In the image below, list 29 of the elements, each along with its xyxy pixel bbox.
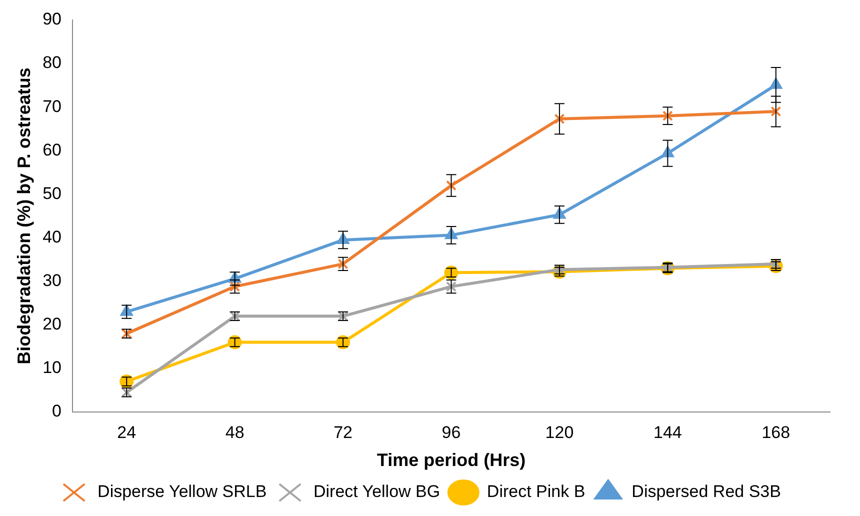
legend-label: Disperse Yellow SRLB: [98, 482, 267, 502]
legend-label: Direct Pink B: [486, 482, 586, 502]
y-tick-label: 20: [42, 314, 62, 334]
y-tick-label: 40: [42, 227, 62, 246]
legend-label: Dispersed Red S3B: [632, 482, 781, 502]
y-tick-label: 60: [42, 140, 62, 160]
y-tick-label: 10: [42, 358, 62, 378]
x-tick-label: 24: [117, 422, 136, 442]
x-tick-label: 72: [334, 422, 353, 442]
y-tick-label: 70: [42, 96, 62, 116]
x-tick-label: 168: [762, 422, 790, 442]
x-tick-label: 48: [225, 422, 244, 442]
point: [662, 110, 673, 122]
y-tick-label: 0: [52, 402, 62, 421]
x-tick-label: 96: [442, 422, 461, 442]
y-tick-label: 80: [42, 53, 62, 72]
x-tick-label: 120: [545, 422, 574, 442]
point: [770, 106, 782, 117]
x-axis-title: Time period (Hrs): [376, 450, 526, 470]
point: [444, 266, 458, 280]
point: [446, 180, 456, 191]
point: [120, 374, 134, 389]
point: [554, 114, 565, 124]
y-tick-label: 50: [42, 184, 62, 203]
y-tick-label: 90: [42, 10, 62, 29]
legend-label: Direct Yellow BG: [313, 482, 440, 502]
y-axis-title: Biodegradation (%) by P. ostreatus: [14, 68, 34, 364]
y-tick-label: 30: [42, 271, 62, 290]
x-tick-label: 144: [653, 422, 682, 442]
